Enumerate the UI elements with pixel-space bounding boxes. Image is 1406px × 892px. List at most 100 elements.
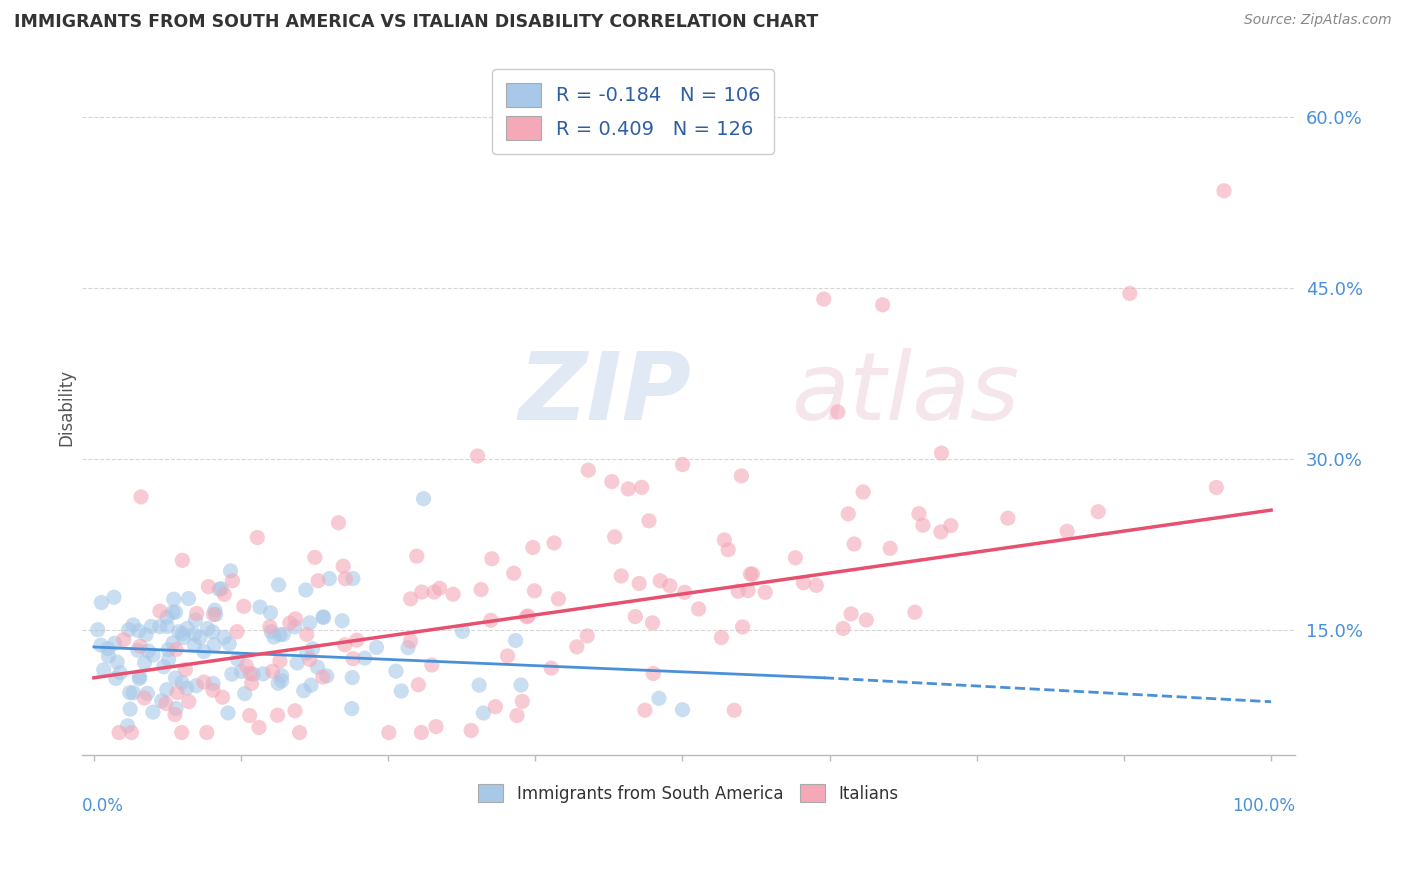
Point [165,605,187,619]
Point [121,725,143,739]
Point [112,632,135,647]
Point [931,446,953,460]
Point [412,491,434,506]
Point [1205,480,1227,494]
Point [239,666,262,681]
Point [710,631,733,645]
Point [295,646,318,660]
Point [547,591,569,606]
Point [671,458,693,472]
Point [872,298,894,312]
Point [172,626,194,640]
Point [671,703,693,717]
Point [643,666,665,681]
Point [727,584,749,599]
Point [271,627,294,641]
Point [307,660,329,674]
Point [304,550,326,565]
Point [170,675,193,690]
Point [162,605,184,619]
Point [911,518,934,533]
Point [269,628,291,642]
Point [335,572,357,586]
Point [163,592,186,607]
Point [211,690,233,705]
Point [717,542,740,557]
Point [879,541,901,556]
Point [177,695,200,709]
Point [266,708,288,723]
Point [246,531,269,545]
Point [396,640,419,655]
Point [127,643,149,657]
Point [806,578,828,592]
Point [156,682,179,697]
Point [136,644,159,658]
Point [188,631,211,645]
Point [648,691,671,706]
Point [172,631,194,645]
Point [307,574,329,588]
Point [792,575,814,590]
Point [423,585,446,599]
Point [333,638,356,652]
Point [204,603,226,617]
Point [259,620,281,634]
Point [389,684,412,698]
Point [252,666,274,681]
Point [576,463,599,477]
Point [259,606,281,620]
Point [425,720,447,734]
Point [312,670,335,684]
Y-axis label: Disability: Disability [58,369,75,446]
Point [149,604,172,618]
Point [366,640,388,655]
Point [628,576,651,591]
Point [1087,505,1109,519]
Point [741,567,763,582]
Point [135,628,157,642]
Point [117,719,139,733]
Point [429,582,451,596]
Point [128,670,150,684]
Point [506,708,529,723]
Point [167,624,190,639]
Point [270,673,292,688]
Point [197,622,219,636]
Text: ZIP: ZIP [519,348,692,440]
Point [249,600,271,615]
Point [226,624,249,639]
Point [540,661,562,675]
Point [1119,286,1142,301]
Point [201,624,224,639]
Point [184,613,207,627]
Point [183,627,205,641]
Point [510,694,533,708]
Point [157,652,180,666]
Point [496,648,519,663]
Point [202,676,225,690]
Point [202,607,225,622]
Point [842,537,865,551]
Point [270,668,292,682]
Point [120,702,142,716]
Point [610,569,633,583]
Point [543,536,565,550]
Point [1056,524,1078,539]
Point [152,659,174,673]
Point [332,559,354,574]
Point [638,514,661,528]
Point [673,585,696,599]
Point [93,663,115,677]
Point [176,681,198,695]
Point [108,725,131,739]
Point [204,607,226,622]
Point [221,574,243,588]
Point [634,703,657,717]
Point [730,469,752,483]
Point [658,579,681,593]
Point [484,699,506,714]
Point [176,622,198,636]
Point [298,652,321,666]
Point [723,703,745,717]
